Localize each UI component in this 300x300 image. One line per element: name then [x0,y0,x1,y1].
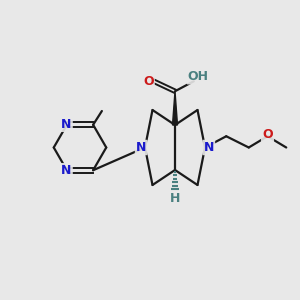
Text: O: O [143,75,154,88]
Text: N: N [204,141,214,154]
Text: H: H [170,192,180,205]
Text: OH: OH [188,70,209,83]
Polygon shape [172,91,178,125]
Text: N: N [61,118,72,131]
Text: N: N [136,141,146,154]
Text: N: N [61,164,72,177]
Text: O: O [262,128,273,142]
